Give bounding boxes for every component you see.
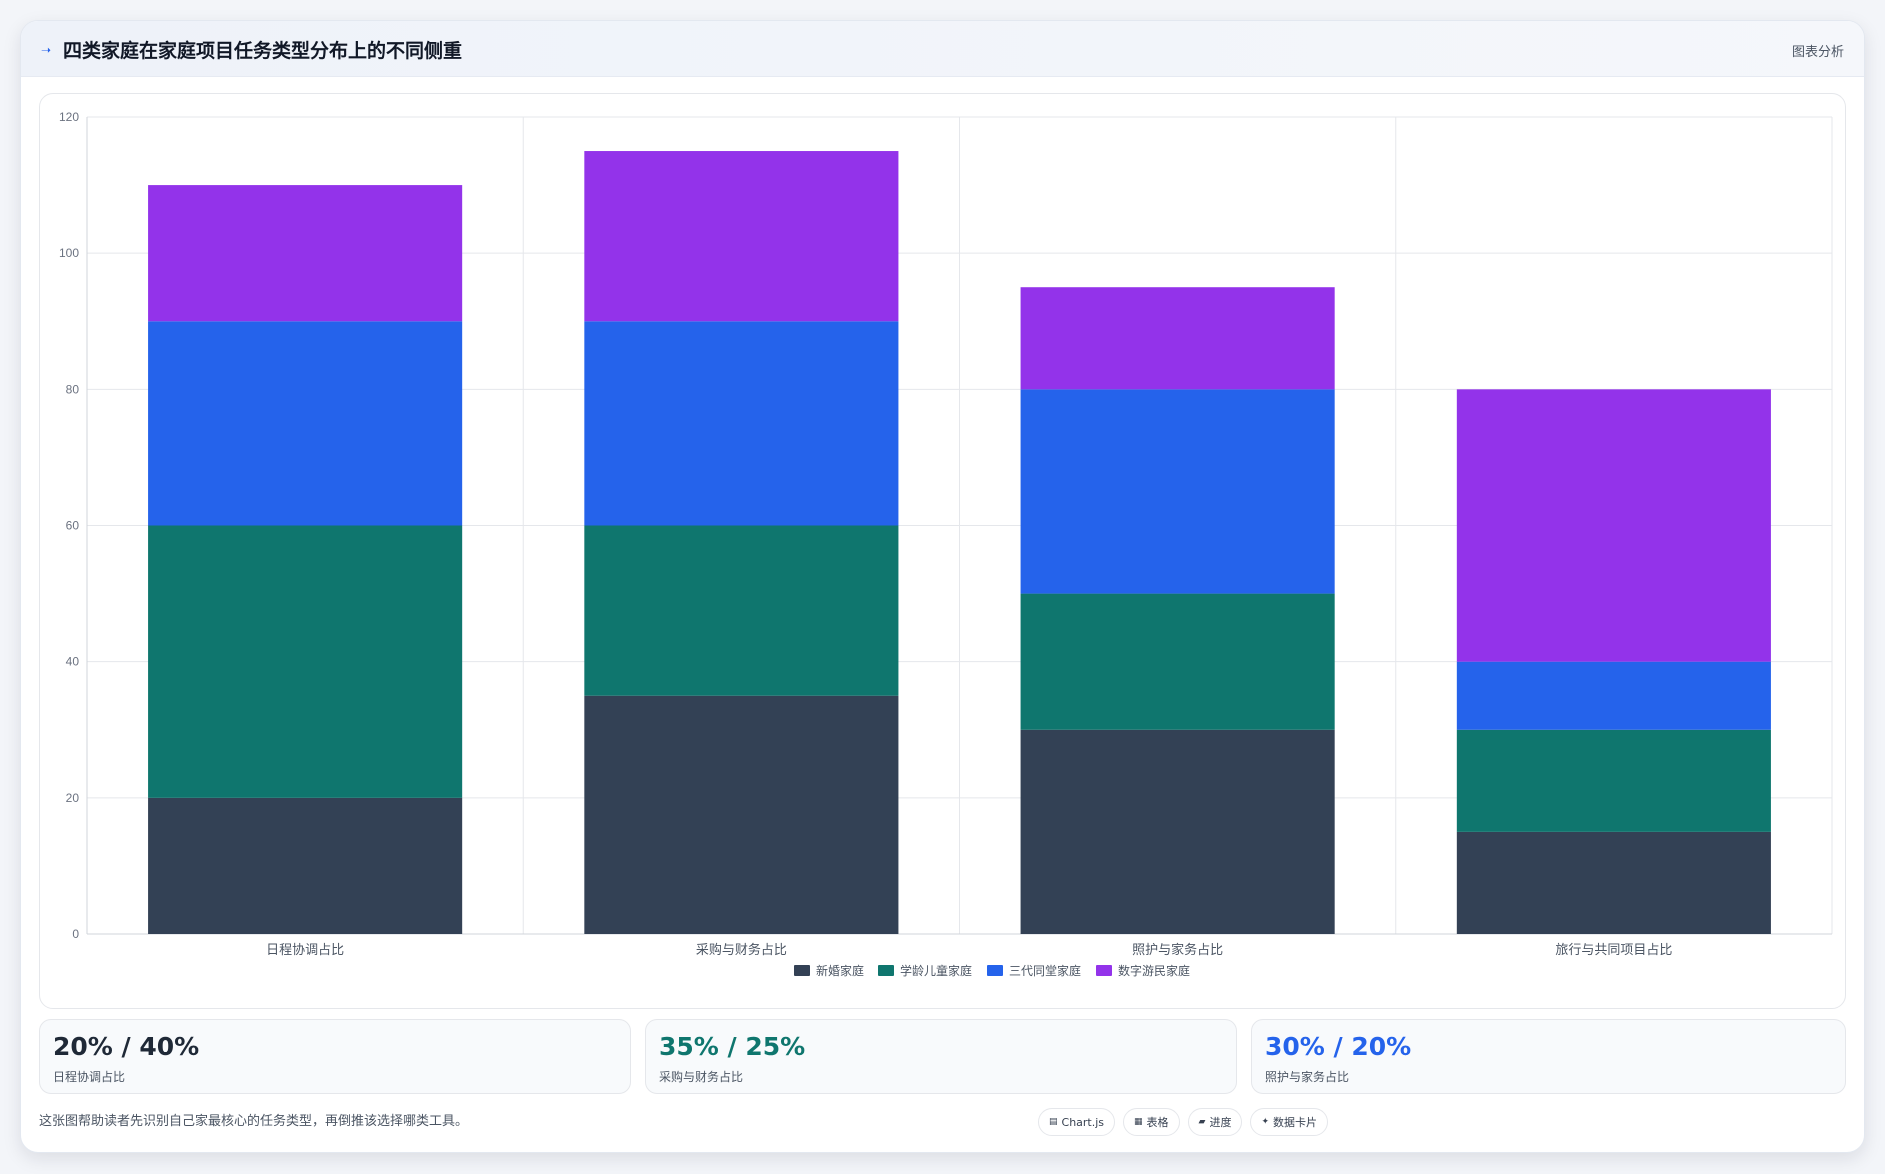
chart-analysis-link[interactable]: 图表分析 <box>1791 45 1844 60</box>
chip-label: 数据卡片 <box>1273 1116 1318 1129</box>
bar-segment <box>584 151 899 322</box>
legend-swatch <box>878 965 894 976</box>
stacked-bar-chart: 0 20 40 60 80 100 120 日程协调占比 采购与财务占比 照护与家务占比 旅行与共同… <box>59 110 1833 978</box>
bar-segment <box>1020 389 1335 594</box>
y-tick-label: 80 <box>66 382 80 396</box>
tool-chips: ▤ Chart.js ▦ 表格 ▰ 进度 ✦ 数据卡片 <box>1038 1108 1329 1136</box>
bar-segment <box>1456 661 1771 730</box>
chip-label: Chart.js <box>1061 1115 1105 1129</box>
bar-segment <box>584 695 899 934</box>
chip-chartjs[interactable]: ▤ Chart.js <box>1038 1108 1116 1136</box>
stat-value: 20% / 40% <box>53 1032 200 1061</box>
y-tick-label: 0 <box>72 927 79 941</box>
y-tick-label: 20 <box>66 791 80 805</box>
chart-card: ➝ 四类家庭在家庭项目任务类型分布上的不同侧重 图表分析 0 20 40 60 80 10… <box>20 20 1865 1153</box>
bar-segment <box>1020 729 1335 934</box>
chip-label: 表格 <box>1146 1116 1169 1129</box>
stat-card: 35% / 25% 采购与财务占比 <box>645 1019 1237 1094</box>
x-tick-label: 日程协调占比 <box>266 942 344 957</box>
chip-table[interactable]: ▦ 表格 <box>1123 1108 1180 1136</box>
chart-title: 四类家庭在家庭项目任务类型分布上的不同侧重 <box>63 40 463 62</box>
bar-segment <box>584 321 899 526</box>
stat-label: 采购与财务占比 <box>659 1070 744 1084</box>
bar-segment <box>1456 831 1771 934</box>
legend-label: 三代同堂家庭 <box>1009 963 1081 978</box>
stat-card: 20% / 40% 日程协调占比 <box>39 1019 631 1094</box>
bar-segment <box>148 797 463 934</box>
legend-swatch <box>987 965 1003 976</box>
progress-icon: ▰ <box>1198 1117 1206 1127</box>
y-tick-label: 40 <box>66 655 80 669</box>
legend-label: 数字游民家庭 <box>1118 963 1190 978</box>
chip-label: 进度 <box>1209 1116 1232 1129</box>
chart-icon: ➝ <box>41 43 52 57</box>
y-tick-label: 60 <box>66 519 80 533</box>
chart-icon: ▤ <box>1049 1117 1058 1127</box>
bar-segment <box>1020 287 1335 390</box>
bar-segment <box>148 321 463 526</box>
stat-value: 30% / 20% <box>1265 1032 1412 1061</box>
card-icon: ✦ <box>1261 1117 1270 1127</box>
bar-segment <box>1020 593 1335 730</box>
x-tick-label: 照护与家务占比 <box>1132 942 1223 957</box>
stat-label: 日程协调占比 <box>53 1070 126 1084</box>
stat-label: 照护与家务占比 <box>1265 1070 1350 1084</box>
x-tick-label: 采购与财务占比 <box>696 942 787 957</box>
bar-segment <box>1456 729 1771 832</box>
card-header: ➝ 四类家庭在家庭项目任务类型分布上的不同侧重 图表分析 <box>21 21 1864 77</box>
legend-swatch <box>1096 965 1112 976</box>
legend-swatch <box>794 965 810 976</box>
y-tick-label: 100 <box>59 246 79 260</box>
table-icon: ▦ <box>1134 1117 1143 1127</box>
chip-progress[interactable]: ▰ 进度 <box>1187 1108 1243 1136</box>
x-tick-label: 旅行与共同项目占比 <box>1555 942 1672 957</box>
bar-segment <box>148 525 463 798</box>
footer-note: 这张图帮助读者先识别自己家最核心的任务类型，再倒推该选择哪类工具。 <box>39 1114 469 1129</box>
chip-data-card[interactable]: ✦ 数据卡片 <box>1250 1108 1329 1136</box>
stat-value: 35% / 25% <box>659 1032 806 1061</box>
bar-segment <box>584 525 899 696</box>
y-tick-label: 120 <box>59 110 79 124</box>
legend-label: 学龄儿童家庭 <box>900 963 972 978</box>
legend-label: 新婚家庭 <box>816 963 864 978</box>
bar-segment <box>148 185 463 322</box>
bar-segment <box>1456 389 1771 662</box>
chart-panel: 0 20 40 60 80 100 120 日程协调占比 采购与财务占比 照护与家务占比 旅行与共同… <box>39 93 1846 1009</box>
stat-card: 30% / 20% 照护与家务占比 <box>1251 1019 1846 1094</box>
